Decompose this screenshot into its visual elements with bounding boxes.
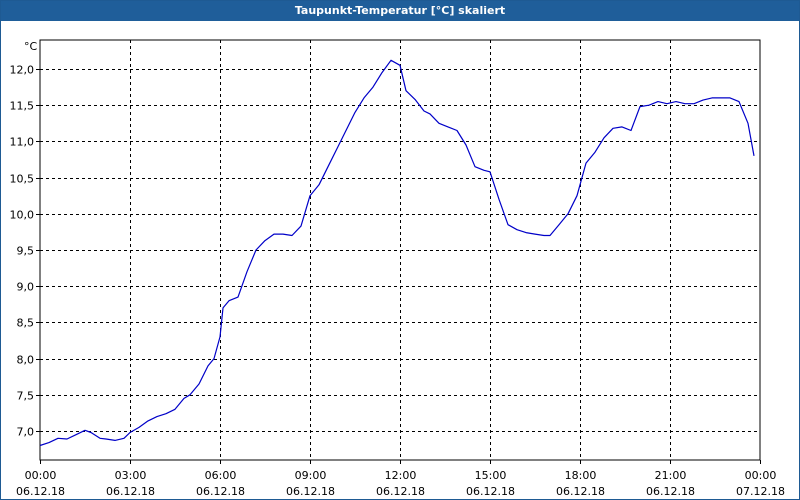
x-tick-date-label: 06.12.18 (16, 485, 65, 498)
y-axis-unit: °C (24, 40, 38, 53)
x-tick-date-label: 06.12.18 (376, 485, 425, 498)
y-tick-label: 9,0 (17, 281, 35, 294)
y-tick-label: 9,5 (17, 245, 35, 258)
x-tick-date-label: 06.12.18 (286, 485, 335, 498)
series-line-0 (39, 59, 755, 447)
y-tick-label: 12,0 (10, 64, 35, 77)
x-tick-date-label: 06.12.18 (196, 485, 245, 498)
x-tick-time-label: 12:00 (385, 469, 417, 482)
x-tick-date-label: 06.12.18 (106, 485, 155, 498)
x-tick-time-label: 00:00 (745, 469, 777, 482)
y-tick-label: 7,5 (17, 390, 35, 403)
x-tick-time-label: 00:00 (25, 469, 57, 482)
x-tick-date-label: 06.12.18 (646, 485, 695, 498)
y-tick-label: 10,5 (10, 173, 35, 186)
y-tick-label: 8,5 (17, 317, 35, 330)
y-axis-ticks: 7,0 7,5 8,0 8,5 9,0 9,5 10,0 10,5 11,0 11,5 12,0 (10, 64, 40, 439)
x-tick-date-label: 06.12.18 (466, 485, 515, 498)
x-tick-time-label: 09:00 (295, 469, 327, 482)
x-tick-time-label: 15:00 (475, 469, 507, 482)
x-tick-time-label: 18:00 (565, 469, 597, 482)
chart-title: Taupunkt-Temperatur [°C] skaliert (1, 1, 799, 21)
series-lines (39, 59, 755, 447)
y-tick-label: 11,5 (10, 100, 35, 113)
y-tick-label: 8,0 (17, 354, 35, 367)
y-tick-label: 10,0 (10, 209, 35, 222)
x-tick-time-label: 21:00 (655, 469, 687, 482)
x-axis-ticks: 00:00 06.12.18 03:00 06.12.18 06:00 06.12.18 0… (16, 460, 785, 498)
y-tick-label: 11,0 (10, 136, 35, 149)
grid-lines (40, 40, 760, 460)
x-tick-time-label: 06:00 (205, 469, 237, 482)
x-tick-time-label: 03:00 (115, 469, 147, 482)
y-tick-label: 7,0 (17, 426, 35, 439)
x-tick-date-label: 07.12.18 (736, 485, 785, 498)
x-tick-date-label: 06.12.18 (556, 485, 605, 498)
